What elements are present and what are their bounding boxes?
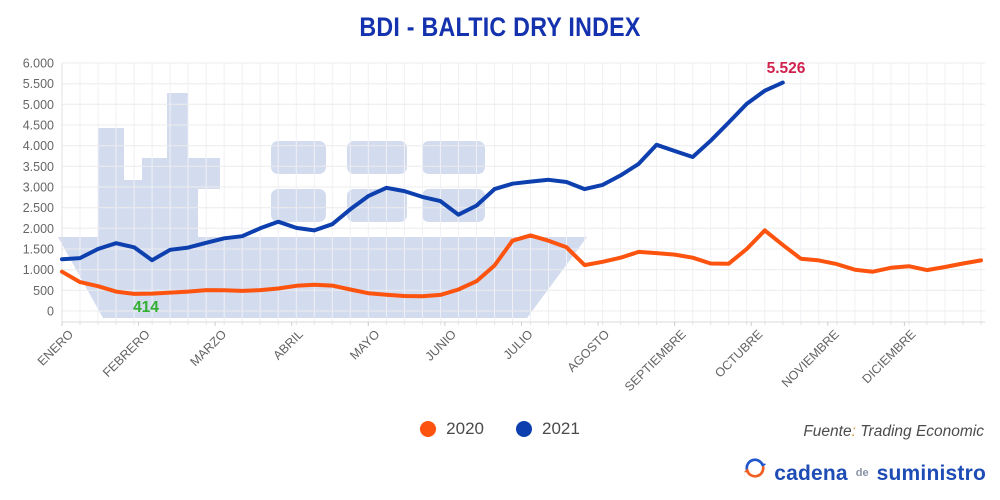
series-line-2021	[60, 80, 785, 263]
horizontal-gridlines: 0 500 1.000 1.500 2.000 2.500 3.000 3.500 4.000 4…	[23, 57, 985, 319]
source-attribution: Fuente: Trading Economic	[803, 423, 984, 441]
annotation-414: 414	[133, 299, 159, 316]
x-axis-label: MAYO	[347, 327, 382, 362]
x-axis-label: JULIO	[501, 327, 536, 362]
chart-title: BDI - BALTIC DRY INDEX	[359, 12, 641, 42]
y-axis-label: 1.500	[23, 243, 54, 257]
legend-label-2021: 2021	[542, 419, 580, 438]
source-label: Fuente	[803, 423, 852, 440]
line-chart: 0 500 1.000 1.500 2.000 2.500 3.000 3.500 4.000 4…	[23, 57, 985, 394]
y-axis-label: 5.000	[23, 98, 54, 112]
x-axis-label: JUNIO	[423, 327, 460, 364]
legend-label-2020: 2020	[446, 419, 484, 438]
x-axis-label: ENERO	[35, 327, 77, 369]
y-axis-label: 6.000	[23, 57, 54, 71]
y-axis-label: 3.500	[23, 160, 54, 174]
x-axis-label: ABRIL	[270, 327, 305, 362]
x-axis-label: SEPTIEMBRE	[622, 327, 689, 394]
y-axis-label: 500	[33, 284, 54, 298]
y-axis-label: 3.000	[23, 181, 54, 195]
chart-legend: 2020 2021	[0, 417, 1000, 441]
y-axis-label: 2.500	[23, 201, 54, 215]
logo-word-de: de	[855, 467, 869, 479]
cadena-logo-icon	[743, 455, 767, 486]
legend-marker-2021-icon	[516, 421, 532, 437]
x-axis-label: FEBRERO	[100, 327, 153, 380]
y-axis-label: 0	[47, 305, 54, 319]
source-text: Trading Economic	[860, 423, 984, 440]
annotation-5.526: 5.526	[767, 60, 806, 77]
vertical-gridlines	[61, 63, 982, 322]
source-colon: :	[851, 423, 856, 440]
legend-item-2020[interactable]: 2020	[420, 419, 484, 439]
x-axis-label: DICIEMBRE	[860, 327, 919, 386]
x-axis-label: OCTUBRE	[712, 327, 765, 380]
logo-word-cadena: cadena	[774, 462, 848, 485]
y-axis-label: 4.500	[23, 119, 54, 133]
x-axis-label: NOVIEMBRE	[779, 327, 842, 390]
series-line-2020	[60, 228, 983, 299]
legend-marker-2020-icon	[420, 421, 437, 437]
y-axis-label: 2.000	[23, 222, 54, 236]
cadena-logo[interactable]: cadena de suministro	[743, 455, 986, 486]
logo-word-suministro: suministro	[876, 462, 986, 485]
y-axis-label: 4.000	[23, 139, 54, 153]
y-axis-label: 1.000	[23, 263, 54, 277]
y-axis-label: 5.500	[23, 77, 54, 91]
x-axis-label: MARZO	[187, 327, 229, 369]
x-axis-label: AGOSTO	[565, 327, 613, 375]
legend-item-2021[interactable]: 2021	[516, 419, 580, 439]
